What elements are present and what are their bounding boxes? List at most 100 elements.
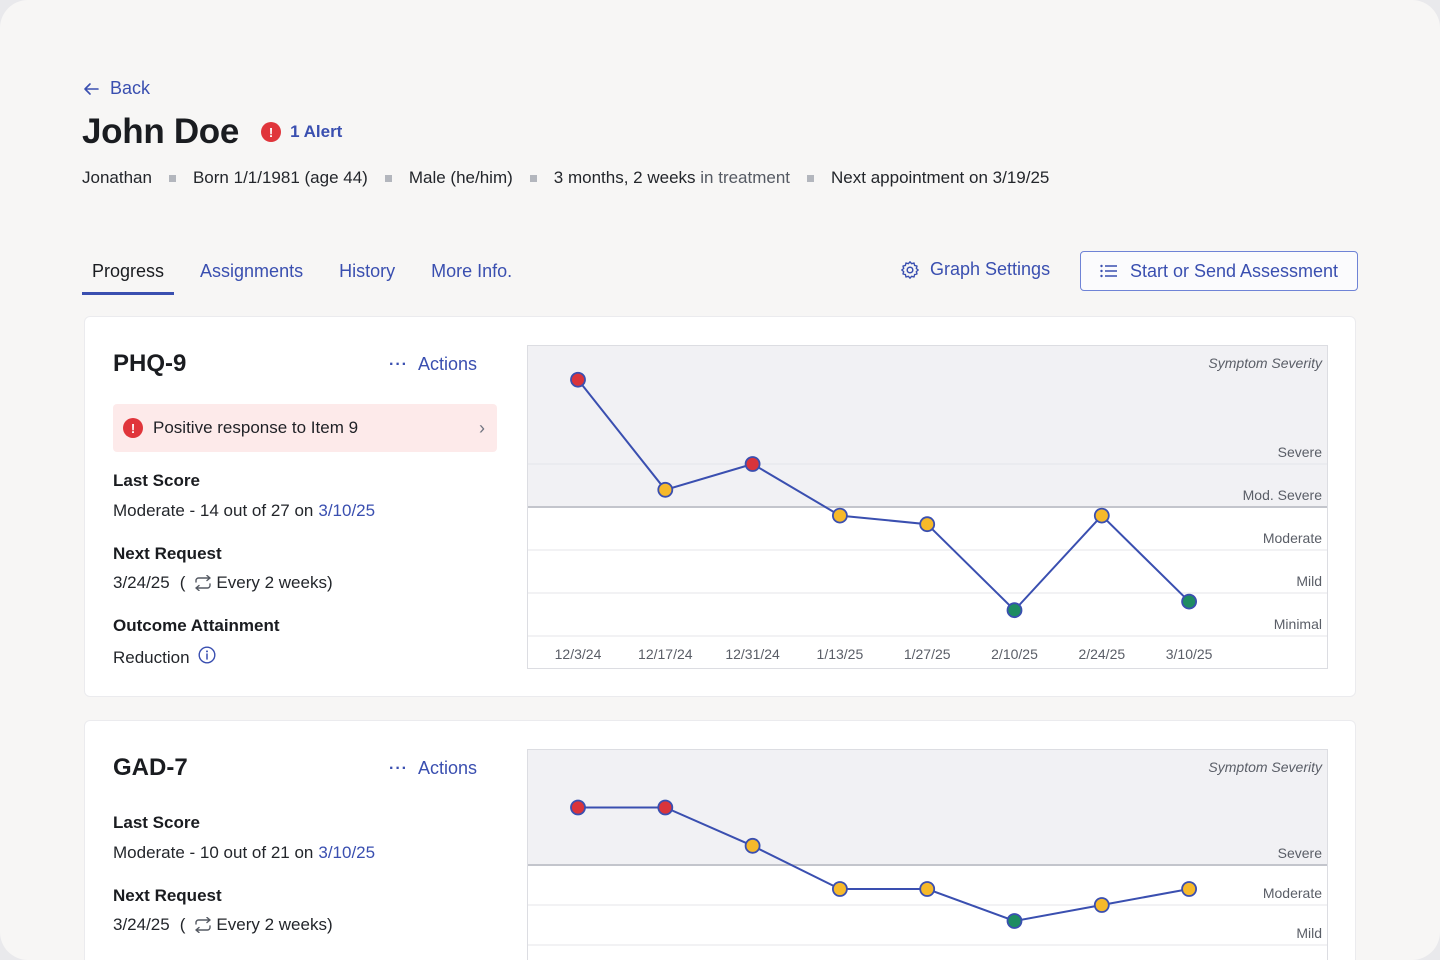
- next-appointment-date: on 3/19/25: [969, 168, 1050, 187]
- gender-label: Male: [408, 168, 446, 187]
- data-point: [744, 456, 761, 472]
- x-tick-label: 12/31/24: [725, 646, 780, 662]
- next-request-date: 3/24/25: [113, 915, 170, 934]
- last-score-date-link[interactable]: 3/10/25: [318, 501, 376, 520]
- arrow-left-icon: [84, 82, 99, 95]
- last-score-date-link[interactable]: 3/10/25: [318, 843, 376, 862]
- band-label: Severe: [1278, 845, 1323, 861]
- assessment-title: GAD-7: [113, 754, 188, 781]
- treatment-duration: 3 months, 2 weeks: [553, 168, 696, 187]
- born-value: 1/1/1981 (age 44): [233, 168, 368, 187]
- next-request-frequency: Every 2 weeks): [216, 573, 333, 592]
- outcome-value: Reduction: [113, 647, 190, 667]
- band-label: Mod. Severe: [1243, 487, 1323, 503]
- last-score-text: Moderate - 14 out of 27 on: [113, 501, 314, 520]
- chart-title: Symptom Severity: [1208, 759, 1323, 775]
- data-point: [1006, 913, 1023, 929]
- last-score-value: Moderate - 14 out of 27 on 3/10/25: [113, 501, 375, 521]
- patient-header: John Doe ! 1 Alert: [82, 112, 342, 152]
- repeat-icon: [193, 575, 213, 591]
- tab-more-info[interactable]: More Info.: [431, 261, 513, 281]
- band-label: Severe: [1278, 444, 1323, 460]
- severe-band-shading: [528, 346, 1327, 507]
- last-score-label: Last Score: [113, 813, 200, 832]
- band-label: Minimal: [1274, 616, 1322, 632]
- data-point: [831, 881, 848, 897]
- data-point: [570, 799, 586, 816]
- born-label: Born: [192, 168, 229, 187]
- assessment-button-label: Start or Send Assessment: [1129, 260, 1339, 281]
- last-score-text: Moderate - 10 out of 21 on: [113, 843, 314, 862]
- repeat-icon: [193, 917, 213, 933]
- data-point: [657, 481, 674, 498]
- x-tick-label: 2/24/25: [1078, 646, 1125, 662]
- tab-progress[interactable]: Progress: [82, 252, 175, 295]
- band-label: Mild: [1296, 573, 1322, 589]
- data-point: [570, 371, 586, 388]
- info-icon[interactable]: [190, 646, 216, 669]
- severity-chart-svg: Mild Moderate Severe Symptom Severity: [528, 750, 1327, 946]
- data-point: [657, 799, 674, 816]
- data-point: [1093, 897, 1110, 913]
- outcome-attainment-label: Outcome Attainment: [113, 616, 280, 635]
- warning-text: Positive response to Item 9: [153, 418, 359, 437]
- next-appointment-label: Next appointment: [831, 168, 965, 187]
- back-link[interactable]: Back: [82, 78, 150, 99]
- alert-link[interactable]: ! 1 Alert: [261, 122, 342, 142]
- separator: [807, 174, 815, 182]
- x-tick-label: 3/10/25: [1166, 646, 1213, 662]
- next-request-value: 3/24/25 ( Every 2 weeks): [113, 915, 333, 935]
- graph-settings-button[interactable]: Graph Settings: [900, 259, 1050, 280]
- tab-history[interactable]: History: [339, 261, 396, 281]
- last-score-label: Last Score: [113, 471, 200, 490]
- gad7-severity-chart: Mild Moderate Severe Symptom Severity: [527, 749, 1328, 960]
- actions-button[interactable]: ··· Actions: [389, 354, 477, 375]
- band-label: Moderate: [1263, 885, 1322, 901]
- separator: [168, 174, 176, 182]
- phq9-severity-chart: Minimal Mild Moderate Mod. Severe Severe Symp…: [527, 345, 1328, 669]
- x-tick-label: 12/17/24: [638, 646, 693, 662]
- treatment-suffix: in treatment: [700, 168, 791, 187]
- alert-icon: !: [261, 122, 282, 142]
- actions-button[interactable]: ··· Actions: [389, 758, 477, 779]
- preferred-name: Jonathan: [82, 168, 152, 187]
- patient-meta: Jonathan Born 1/1/1981 (age 44) Male (he…: [82, 168, 1049, 188]
- data-point: [1181, 593, 1197, 610]
- severity-chart-svg: Minimal Mild Moderate Mod. Severe Severe Symp…: [528, 346, 1327, 662]
- assessment-card-gad7: GAD-7 ··· Actions Last Score Moderate - …: [84, 720, 1356, 960]
- x-tick-label: 1/13/25: [817, 646, 864, 662]
- next-request-label: Next Request: [113, 886, 222, 905]
- patient-name: John Doe: [82, 112, 240, 151]
- next-request-paren: (: [179, 915, 186, 934]
- x-tick-label: 2/10/25: [991, 646, 1038, 662]
- next-request-label: Next Request: [113, 544, 222, 563]
- more-icon: ···: [389, 759, 408, 777]
- item9-warning[interactable]: ! Positive response to Item 9 ›: [113, 404, 497, 452]
- outcome-attainment-value: Reduction: [113, 646, 216, 669]
- data-point: [744, 837, 761, 854]
- separator: [529, 174, 537, 182]
- data-point: [1181, 881, 1197, 897]
- band-label: Moderate: [1263, 530, 1322, 546]
- alert-label: 1 Alert: [290, 122, 343, 141]
- series-line: [578, 806, 1190, 923]
- back-label: Back: [110, 78, 151, 98]
- data-point: [919, 881, 936, 897]
- list-icon: [1100, 264, 1117, 278]
- tab-assignments[interactable]: Assignments: [200, 261, 304, 281]
- next-request-frequency: Every 2 weeks): [216, 915, 333, 934]
- actions-label: Actions: [417, 758, 478, 778]
- x-tick-label: 12/3/24: [555, 646, 602, 662]
- gear-icon: [901, 260, 919, 279]
- start-or-send-assessment-button[interactable]: Start or Send Assessment: [1080, 251, 1358, 291]
- next-request-paren: (: [179, 573, 186, 592]
- x-tick-label: 1/27/25: [904, 646, 951, 662]
- series-line: [577, 379, 1190, 612]
- assessment-title: PHQ-9: [113, 350, 187, 377]
- last-score-value: Moderate - 10 out of 21 on 3/10/25: [113, 843, 375, 863]
- next-request-date: 3/24/25: [113, 573, 170, 592]
- chart-title: Symptom Severity: [1208, 355, 1323, 371]
- more-icon: ···: [389, 355, 408, 373]
- data-point: [919, 516, 936, 533]
